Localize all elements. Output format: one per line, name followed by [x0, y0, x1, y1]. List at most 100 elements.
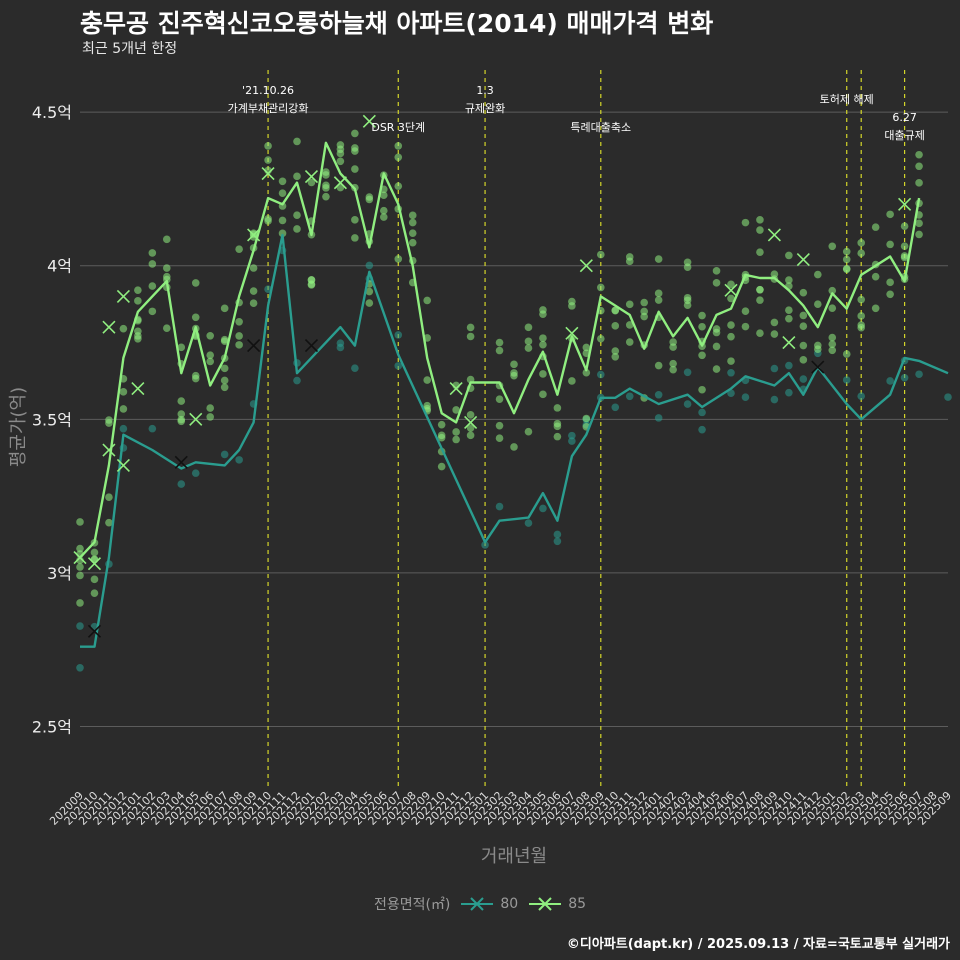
legend-label-80: 80 — [500, 896, 519, 912]
transaction-point — [278, 177, 287, 186]
transaction-point — [770, 364, 779, 373]
transaction-point — [785, 361, 793, 370]
transaction-point — [654, 390, 663, 399]
transaction-point — [394, 153, 403, 162]
transaction-point — [683, 368, 692, 377]
transaction-point — [842, 376, 851, 384]
transaction-point — [727, 389, 735, 398]
transaction-point — [336, 339, 345, 347]
transaction-point — [119, 388, 128, 396]
transaction-point — [278, 189, 287, 197]
transaction-point — [799, 341, 808, 350]
transaction-point — [756, 329, 764, 338]
transaction-point — [76, 622, 84, 630]
transaction-point — [799, 375, 808, 383]
x-marker — [102, 320, 116, 334]
transaction-point — [727, 332, 735, 341]
transaction-point — [654, 414, 663, 422]
transaction-point — [90, 548, 99, 557]
transaction-point — [915, 219, 923, 228]
transaction-point — [553, 537, 562, 546]
transaction-point — [568, 437, 576, 445]
transaction-point — [597, 250, 605, 259]
transaction-point — [683, 400, 692, 408]
transaction-point — [235, 332, 243, 340]
transaction-point — [524, 519, 533, 527]
transaction-point — [568, 377, 576, 385]
transaction-point — [495, 502, 504, 511]
transaction-point — [698, 322, 706, 331]
transaction-point — [669, 338, 677, 346]
transaction-point — [322, 168, 330, 176]
chart-subtitle: 최근 5개년 한정 — [82, 41, 178, 57]
transaction-point — [322, 192, 330, 201]
transaction-point — [597, 334, 605, 343]
transaction-point — [148, 424, 157, 433]
x-marker — [782, 335, 796, 350]
transaction-point — [249, 264, 258, 272]
transaction-point — [524, 337, 533, 346]
x-marker — [73, 551, 87, 565]
transaction-point — [828, 333, 837, 342]
transaction-point — [611, 352, 620, 361]
transaction-point — [915, 230, 923, 239]
transaction-point — [510, 360, 518, 369]
transaction-point — [264, 215, 272, 223]
transaction-point — [495, 346, 504, 355]
transaction-point — [524, 344, 533, 352]
legend-item-80: 80 — [460, 894, 518, 914]
transaction-point — [712, 279, 721, 287]
x-marker — [767, 228, 781, 242]
transaction-point — [408, 238, 417, 247]
transaction-point — [206, 413, 214, 421]
transaction-point — [683, 301, 692, 309]
x-marker — [333, 176, 347, 190]
transaction-point — [163, 235, 171, 244]
transaction-point — [177, 410, 186, 418]
x-marker — [724, 283, 738, 297]
legend-title: 전용면적(㎡) — [373, 897, 451, 913]
transaction-point — [264, 142, 272, 150]
transaction-point — [76, 663, 84, 672]
policy-annotation: 특례대출축소 — [570, 121, 631, 134]
transaction-point — [871, 304, 880, 313]
transaction-point — [698, 408, 706, 417]
x-marker — [565, 326, 579, 340]
transaction-point — [915, 370, 923, 379]
transaction-point — [597, 370, 605, 379]
legend: 전용면적(㎡) 80 85 — [0, 894, 960, 914]
transaction-point — [539, 370, 547, 378]
transaction-point — [90, 575, 99, 584]
transaction-point — [857, 249, 865, 258]
transaction-point — [785, 251, 793, 260]
policy-annotation: DSR 3단계 — [371, 121, 425, 134]
transaction-point — [105, 518, 113, 527]
transaction-point — [828, 304, 837, 312]
transaction-point — [828, 242, 837, 251]
transaction-point — [712, 365, 721, 373]
transaction-point — [134, 297, 142, 305]
transaction-point — [857, 239, 865, 247]
transaction-point — [90, 589, 99, 597]
transaction-point — [539, 334, 547, 342]
transaction-point — [394, 255, 403, 263]
transaction-point — [568, 431, 576, 440]
policy-annotation: 6.27 — [892, 111, 917, 124]
transaction-point — [191, 469, 200, 477]
transaction-point — [437, 462, 446, 471]
transaction-point — [799, 356, 808, 364]
transaction-point — [785, 276, 793, 284]
transaction-point — [220, 383, 229, 392]
x-marker — [131, 382, 145, 396]
transaction-point — [539, 390, 547, 399]
transaction-point — [553, 530, 562, 539]
transaction-point — [727, 368, 735, 377]
transaction-point — [163, 264, 171, 272]
x-marker — [87, 557, 102, 571]
x-marker — [811, 360, 825, 374]
transaction-point — [799, 288, 808, 297]
transaction-point — [351, 234, 359, 242]
transaction-point — [191, 279, 200, 287]
line-x-icon — [461, 897, 494, 911]
transaction-point — [814, 341, 822, 350]
